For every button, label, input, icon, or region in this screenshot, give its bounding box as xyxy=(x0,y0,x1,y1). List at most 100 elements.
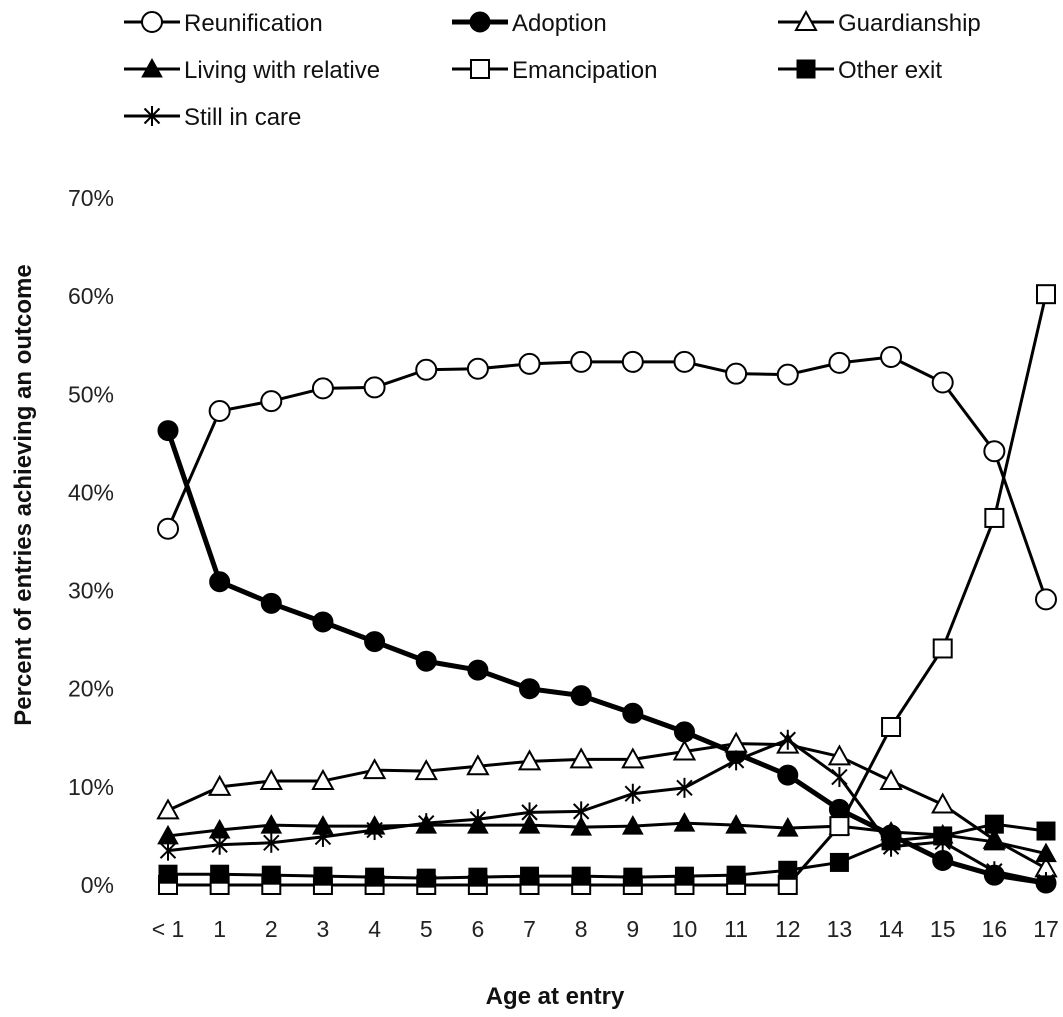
asterisk-marker xyxy=(676,777,693,798)
series-line xyxy=(168,293,1048,887)
filled-triangle-marker xyxy=(621,815,644,835)
open-circle-marker xyxy=(776,363,799,386)
filled-square-marker xyxy=(726,865,746,885)
series-other-exit xyxy=(158,814,1056,888)
y-tick-label: 10% xyxy=(68,774,114,800)
filled-circle-marker xyxy=(364,631,386,653)
filled-square-marker xyxy=(674,866,694,886)
filled-square-marker xyxy=(365,867,385,887)
filled-square-marker xyxy=(468,867,488,887)
open-square-marker xyxy=(881,716,902,737)
filled-circle-marker xyxy=(570,685,592,707)
legend-item: Other exit xyxy=(778,57,942,84)
filled-square-marker xyxy=(158,864,178,884)
y-tick-label: 20% xyxy=(68,676,114,702)
x-tick-label: 6 xyxy=(471,916,484,942)
x-tick-label: 2 xyxy=(265,916,278,942)
filled-triangle-marker xyxy=(983,830,1006,851)
legend-item: Guardianship xyxy=(778,9,981,37)
open-circle-marker xyxy=(208,399,231,422)
filled-circle-marker xyxy=(932,849,954,871)
series-adoption xyxy=(157,420,1057,894)
filled-circle-marker xyxy=(519,678,541,700)
y-axis-title: Percent of entries achieving an outcome xyxy=(10,264,37,725)
open-circle-marker xyxy=(931,371,954,394)
legend-item: Emancipation xyxy=(452,57,657,84)
open-circle-marker xyxy=(260,390,283,413)
x-tick-label: 9 xyxy=(626,916,639,942)
filled-square-marker xyxy=(571,866,591,886)
x-axis-title: Age at entry xyxy=(486,983,625,1010)
legend-item: Reunification xyxy=(124,10,323,37)
y-axis-ticks: 0% 10% 20% 30% 40% 50% 60% 70% xyxy=(68,185,114,898)
series-line xyxy=(167,742,1047,870)
open-triangle-marker xyxy=(569,747,593,769)
open-triangle-marker xyxy=(794,9,818,31)
x-tick-label: 12 xyxy=(775,916,801,942)
y-tick-label: 40% xyxy=(68,479,114,505)
open-circle-marker xyxy=(983,440,1006,463)
x-tick-label: 7 xyxy=(523,916,536,942)
x-tick-label: 15 xyxy=(930,916,956,942)
filled-circle-marker xyxy=(312,611,334,633)
asterisk-marker xyxy=(159,840,177,861)
filled-circle-marker xyxy=(622,702,644,724)
series-line xyxy=(167,738,1047,884)
open-circle-marker xyxy=(518,352,541,375)
open-triangle-marker xyxy=(414,759,438,781)
filled-circle-marker xyxy=(260,592,282,614)
asterisk-marker xyxy=(882,836,900,857)
open-circle-marker xyxy=(311,377,334,400)
open-triangle-marker xyxy=(672,739,697,761)
open-circle-marker xyxy=(828,351,851,374)
series-layer xyxy=(156,284,1058,895)
series-line xyxy=(166,355,1048,600)
filled-circle-marker xyxy=(157,420,179,442)
legend-label: Still in care xyxy=(184,104,301,131)
open-triangle-marker xyxy=(879,768,903,790)
open-circle-marker xyxy=(415,358,438,381)
open-square-marker xyxy=(1036,284,1056,305)
filled-square-marker xyxy=(829,852,849,872)
asterisk-marker xyxy=(572,801,590,822)
x-tick-label: 14 xyxy=(878,916,904,942)
open-triangle-marker xyxy=(259,768,283,790)
filled-triangle-marker xyxy=(673,812,696,832)
legend-label: Living with relative xyxy=(184,57,380,84)
open-triangle-marker xyxy=(156,798,180,820)
filled-square-marker xyxy=(210,864,230,884)
filled-circle-marker xyxy=(777,764,799,786)
y-tick-label: 30% xyxy=(68,578,114,604)
x-tick-label: 8 xyxy=(575,916,588,942)
filled-square-marker xyxy=(416,868,436,888)
x-tick-label: 17 xyxy=(1033,916,1059,942)
y-tick-label: 0% xyxy=(81,872,114,898)
x-tick-label: 3 xyxy=(317,916,330,942)
legend-label: Other exit xyxy=(838,57,942,84)
filled-square-marker xyxy=(778,860,798,880)
open-square-marker xyxy=(829,816,850,837)
x-tick-label: 13 xyxy=(827,916,853,942)
legend-item: Living with relative xyxy=(124,57,380,84)
open-triangle-marker xyxy=(621,747,645,769)
asterisk-marker xyxy=(831,767,848,788)
asterisk-marker xyxy=(469,809,487,830)
legend-item: Adoption xyxy=(452,10,607,37)
open-square-marker xyxy=(932,638,953,659)
filled-circle-marker xyxy=(209,571,231,593)
series-line xyxy=(165,429,1047,886)
filled-circle-marker xyxy=(467,659,489,681)
y-tick-label: 50% xyxy=(68,381,114,407)
filled-square-marker xyxy=(520,866,540,886)
series-reunification xyxy=(157,345,1057,611)
legend-label: Emancipation xyxy=(512,57,657,84)
filled-square-marker xyxy=(313,866,333,886)
x-tick-label: 10 xyxy=(672,916,698,942)
asterisk-marker xyxy=(779,729,796,750)
open-triangle-marker xyxy=(517,749,542,771)
filled-triangle-marker xyxy=(725,814,747,834)
filled-triangle-marker xyxy=(570,816,593,836)
open-circle-marker xyxy=(363,376,386,399)
open-triangle-marker xyxy=(207,774,232,796)
